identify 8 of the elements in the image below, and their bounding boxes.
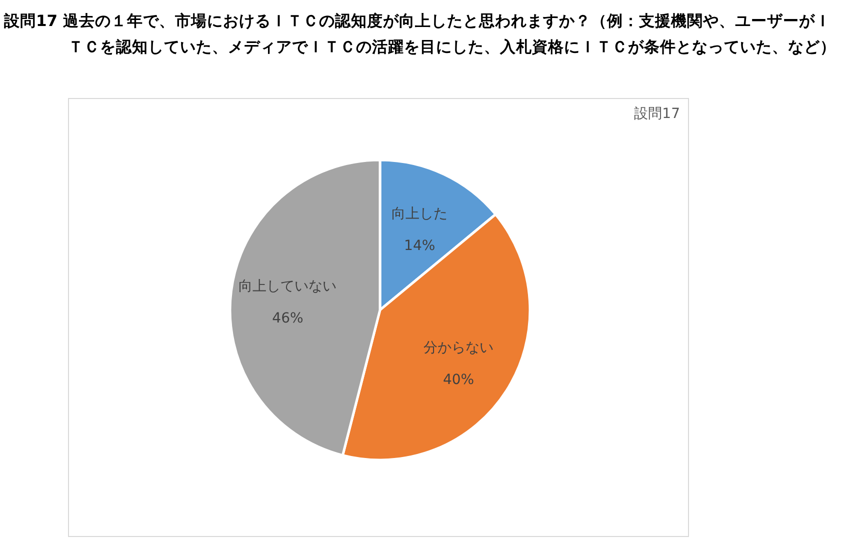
data-label: 40%: [442, 372, 474, 388]
slice-label: 分からない: [424, 340, 494, 356]
slice-label: 向上していない: [238, 278, 337, 294]
chart-title: 設問17 過去の１年で、市場におけるＩＴＣの認知度が向上したと思われますか？（例：支援機関や、ユーザーがＩＴＣを認知していた、メディアでＩＴＣの活躍を目にした、入札資格にＩＴＣが条件となっていた、など）: [4, 11, 836, 58]
text: 設問17: [634, 106, 680, 122]
slice-label: 向上した: [392, 206, 448, 222]
data-label: 46%: [272, 310, 304, 326]
data-label: 14%: [404, 238, 436, 254]
